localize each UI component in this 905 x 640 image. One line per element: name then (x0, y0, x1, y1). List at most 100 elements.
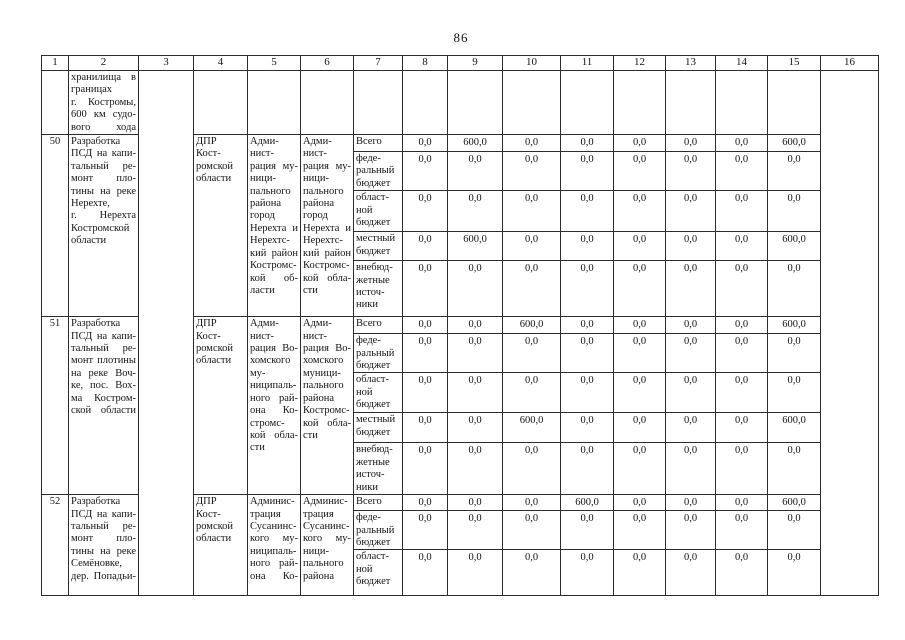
value-cell: 0,0 (402, 333, 448, 374)
value-cell: 0,0 (715, 316, 768, 335)
column-number-cell: 5 (247, 55, 301, 71)
value-cell: 0,0 (447, 333, 503, 374)
value-cell: 0,0 (767, 442, 821, 496)
activity-row-50-sub-1: феде-ральный бюджет 0,0 0,0 0,0 0,0 0,0 0,0 0,0 0… (42, 151, 879, 192)
municipal-customer-cell: Адми-нист-рация му-ници-пального района го… (247, 134, 301, 318)
value-cell: 600,0 (767, 494, 821, 512)
value-cell (447, 69, 503, 136)
budget-type-cell: феде-ральный бюджет (353, 510, 403, 551)
value-cell: 0,0 (613, 333, 666, 374)
budget-type-cell: област-ной бюджет (353, 372, 403, 414)
column-number-cell: 14 (715, 55, 768, 71)
value-cell: 0,0 (613, 494, 666, 512)
column-number-cell: 12 (613, 55, 666, 71)
value-cell: 0,0 (560, 134, 614, 153)
value-cell: 600,0 (767, 231, 821, 262)
value-cell: 0,0 (502, 510, 561, 551)
value-cell: 0,0 (715, 494, 768, 512)
value-cell: 0,0 (613, 260, 666, 318)
value-cell: 600,0 (502, 412, 561, 444)
value-cell: 0,0 (560, 510, 614, 551)
department-cell: ДПР Кост-ромской области (193, 316, 248, 496)
value-cell: 0,0 (447, 442, 503, 496)
column-number-cell: 7 (353, 55, 403, 71)
activity-cell: Разработка ПСД на капи-тальный ре-монт пл… (68, 134, 139, 318)
budget-type-cell: местный бюджет (353, 412, 403, 444)
value-cell: 0,0 (447, 372, 503, 414)
value-cell: 0,0 (447, 190, 503, 233)
value-cell: 0,0 (665, 134, 716, 153)
budget-type-cell (353, 69, 403, 136)
column-number-cell: 13 (665, 55, 716, 71)
value-cell: 0,0 (715, 260, 768, 318)
value-cell: 0,0 (665, 316, 716, 335)
activity-cell: Разработка ПСД на капи-тальный ре-монт пл… (68, 494, 139, 597)
value-cell: 0,0 (502, 333, 561, 374)
value-cell: 0,0 (613, 151, 666, 192)
activity-row-51-sub-1: феде-ральный бюджет 0,0 0,0 0,0 0,0 0,0 0,0 0,0 0… (42, 333, 879, 374)
budget-type-cell: Всего (353, 494, 403, 512)
activity-row-51-sub-3: местный бюджет 0,0 0,0 600,0 0,0 0,0 0,0 0,0 600,… (42, 412, 879, 444)
budget-type-cell: внебюд-жетные источ-ники (353, 260, 403, 318)
value-cell: 0,0 (767, 333, 821, 374)
column-number-cell: 9 (447, 55, 503, 71)
value-cell: 0,0 (613, 190, 666, 233)
page-number: 86 (453, 30, 469, 45)
value-cell: 0,0 (715, 372, 768, 414)
column-number-row: 1 2 3 4 5 6 7 8 9 10 11 12 13 14 15 16 (41, 55, 879, 71)
municipal-customer-cell (247, 69, 301, 136)
budget-type-cell: феде-ральный бюджет (353, 151, 403, 192)
value-cell: 0,0 (665, 190, 716, 233)
value-cell: 0,0 (665, 412, 716, 444)
value-cell: 0,0 (502, 190, 561, 233)
department-cell (193, 69, 248, 136)
value-cell: 0,0 (613, 372, 666, 414)
value-cell: 0,0 (613, 412, 666, 444)
value-cell: 0,0 (402, 412, 448, 444)
column-number-cell: 2 (68, 55, 139, 71)
value-cell: 0,0 (560, 372, 614, 414)
value-cell: 0,0 (767, 549, 821, 597)
value-cell: 0,0 (447, 412, 503, 444)
budget-type-cell: Всего (353, 316, 403, 335)
value-cell: 0,0 (560, 442, 614, 496)
table-body: 1 2 3 4 5 6 7 8 9 10 11 12 13 14 15 16 хранилища в границ… (41, 55, 879, 597)
value-cell: 0,0 (715, 134, 768, 153)
row-number-cell (41, 69, 69, 136)
activity-row-50-sub-2: област-ной бюджет 0,0 0,0 0,0 0,0 0,0 0,0 0,0 0,0 (42, 190, 879, 233)
value-cell: 0,0 (402, 316, 448, 335)
value-cell: 0,0 (402, 494, 448, 512)
value-cell: 0,0 (665, 494, 716, 512)
activity-row-50-sub-4: внебюд-жетные источ-ники 0,0 0,0 0,0 0,0 0,0 0,… (42, 260, 879, 318)
value-cell (715, 69, 768, 136)
value-cell: 0,0 (402, 151, 448, 192)
value-cell: 0,0 (665, 549, 716, 597)
value-cell: 0,0 (502, 151, 561, 192)
value-cell: 0,0 (715, 151, 768, 192)
municipal-operator-cell: Адми-нист-рация му-ници-пального района го… (300, 134, 354, 318)
value-cell: 0,0 (715, 231, 768, 262)
row-number-cell: 52 (41, 494, 69, 597)
activity-row-52-sub-0: 52 Разработка ПСД на капи-тальный ре-монт … (41, 494, 879, 597)
column-number-cell: 15 (767, 55, 821, 71)
column-number-cell: 10 (502, 55, 561, 71)
budget-type-cell: Всего (353, 134, 403, 153)
value-cell (502, 69, 561, 136)
row-number-cell: 50 (41, 134, 69, 318)
column-number-cell: 6 (300, 55, 354, 71)
value-cell: 0,0 (665, 231, 716, 262)
value-cell: 0,0 (715, 510, 768, 551)
value-cell: 0,0 (560, 549, 614, 597)
column-number-cell: 4 (193, 55, 248, 71)
activity-row-50-sub-0: 50 Разработка ПСД на капи-тальный ре-монт … (41, 134, 879, 318)
value-cell: 0,0 (447, 260, 503, 318)
budget-type-cell: внебюд-жетные источ-ники (353, 442, 403, 496)
department-cell: ДПР Кост-ромской области (193, 494, 248, 597)
budget-type-cell: област-ной бюджет (353, 190, 403, 233)
budget-type-cell: местный бюджет (353, 231, 403, 262)
value-cell: 0,0 (767, 190, 821, 233)
program-table: 1 2 3 4 5 6 7 8 9 10 11 12 13 14 15 16 хранилища в границ… (41, 55, 879, 597)
value-cell: 0,0 (715, 549, 768, 597)
value-cell (560, 69, 614, 136)
value-cell: 600,0 (447, 231, 503, 262)
